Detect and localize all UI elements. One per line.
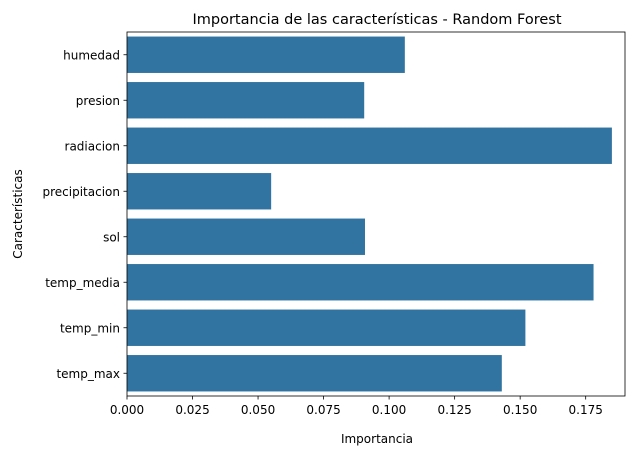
y-axis-label: Características — [11, 169, 25, 258]
bar-temp_media — [127, 264, 594, 301]
x-tick-label: 0.050 — [241, 403, 275, 417]
x-tick-label: 0.000 — [110, 403, 144, 417]
bar-humedad — [127, 36, 405, 73]
x-axis-label: Importancia — [341, 432, 413, 446]
x-tick-label: 0.100 — [372, 403, 406, 417]
chart-title: Importancia de las características - Ran… — [192, 12, 561, 28]
plot-frame — [126, 31, 626, 397]
x-tick-label: 0.150 — [503, 403, 537, 417]
y-tick-label: temp_media — [45, 276, 120, 290]
y-tick-label: radiacion — [65, 139, 120, 153]
bar-temp_max — [127, 355, 502, 392]
bar-precipitacion — [127, 173, 272, 210]
x-tick-label: 0.025 — [175, 403, 209, 417]
x-tick-label: 0.125 — [437, 403, 471, 417]
bar-presion — [127, 82, 365, 119]
x-tick-label: 0.175 — [569, 403, 603, 417]
y-tick-label: humedad — [63, 48, 120, 62]
y-tick-label: presion — [76, 94, 120, 108]
bar-sol — [127, 218, 365, 255]
y-tick-label: temp_max — [56, 367, 120, 381]
y-tick-label: temp_min — [60, 321, 120, 335]
y-tick-label: sol — [103, 230, 120, 244]
bar-radiacion — [127, 127, 612, 164]
bar-temp_min — [127, 309, 526, 346]
y-tick-label: precipitacion — [43, 185, 121, 199]
x-tick-label: 0.075 — [306, 403, 340, 417]
